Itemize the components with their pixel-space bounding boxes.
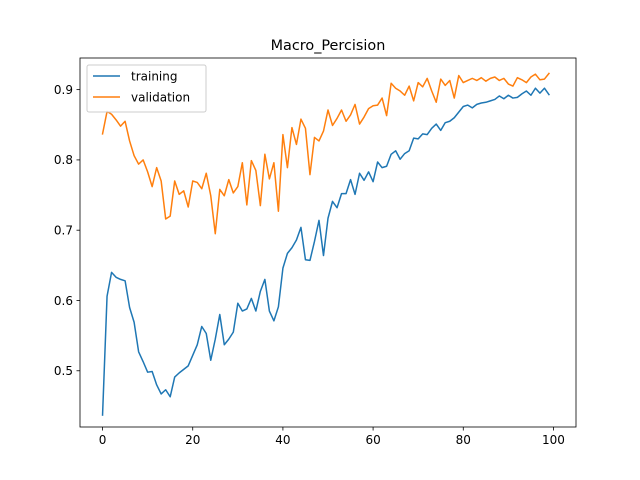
series-layer: [101, 72, 551, 416]
x-tick-label: 60: [365, 433, 380, 447]
y-axis: 0.5 0.6 0.7 0.8 0.9: [54, 83, 80, 378]
x-tick-label: 20: [185, 433, 200, 447]
y-tick-label: 0.7: [54, 224, 73, 238]
series-line-training: [101, 87, 550, 416]
series-line-validation: [101, 72, 551, 235]
chart-title: Macro_Percision: [271, 38, 386, 54]
legend-label-validation: validation: [131, 90, 190, 104]
x-tick-label: 80: [456, 433, 471, 447]
x-tick-label: 40: [275, 433, 290, 447]
y-tick-label: 0.8: [54, 153, 73, 167]
plot-area-frame: [79, 57, 577, 428]
x-tick-label: 100: [542, 433, 565, 447]
x-axis: 0 20 40 60 80 100: [99, 427, 565, 447]
legend-label-training: training: [131, 69, 178, 83]
y-tick-label: 0.5: [54, 364, 73, 378]
y-tick-label: 0.9: [54, 83, 73, 97]
x-tick-label: 0: [99, 433, 107, 447]
y-tick-label: 0.6: [54, 294, 73, 308]
legend: training validation: [86, 64, 207, 113]
